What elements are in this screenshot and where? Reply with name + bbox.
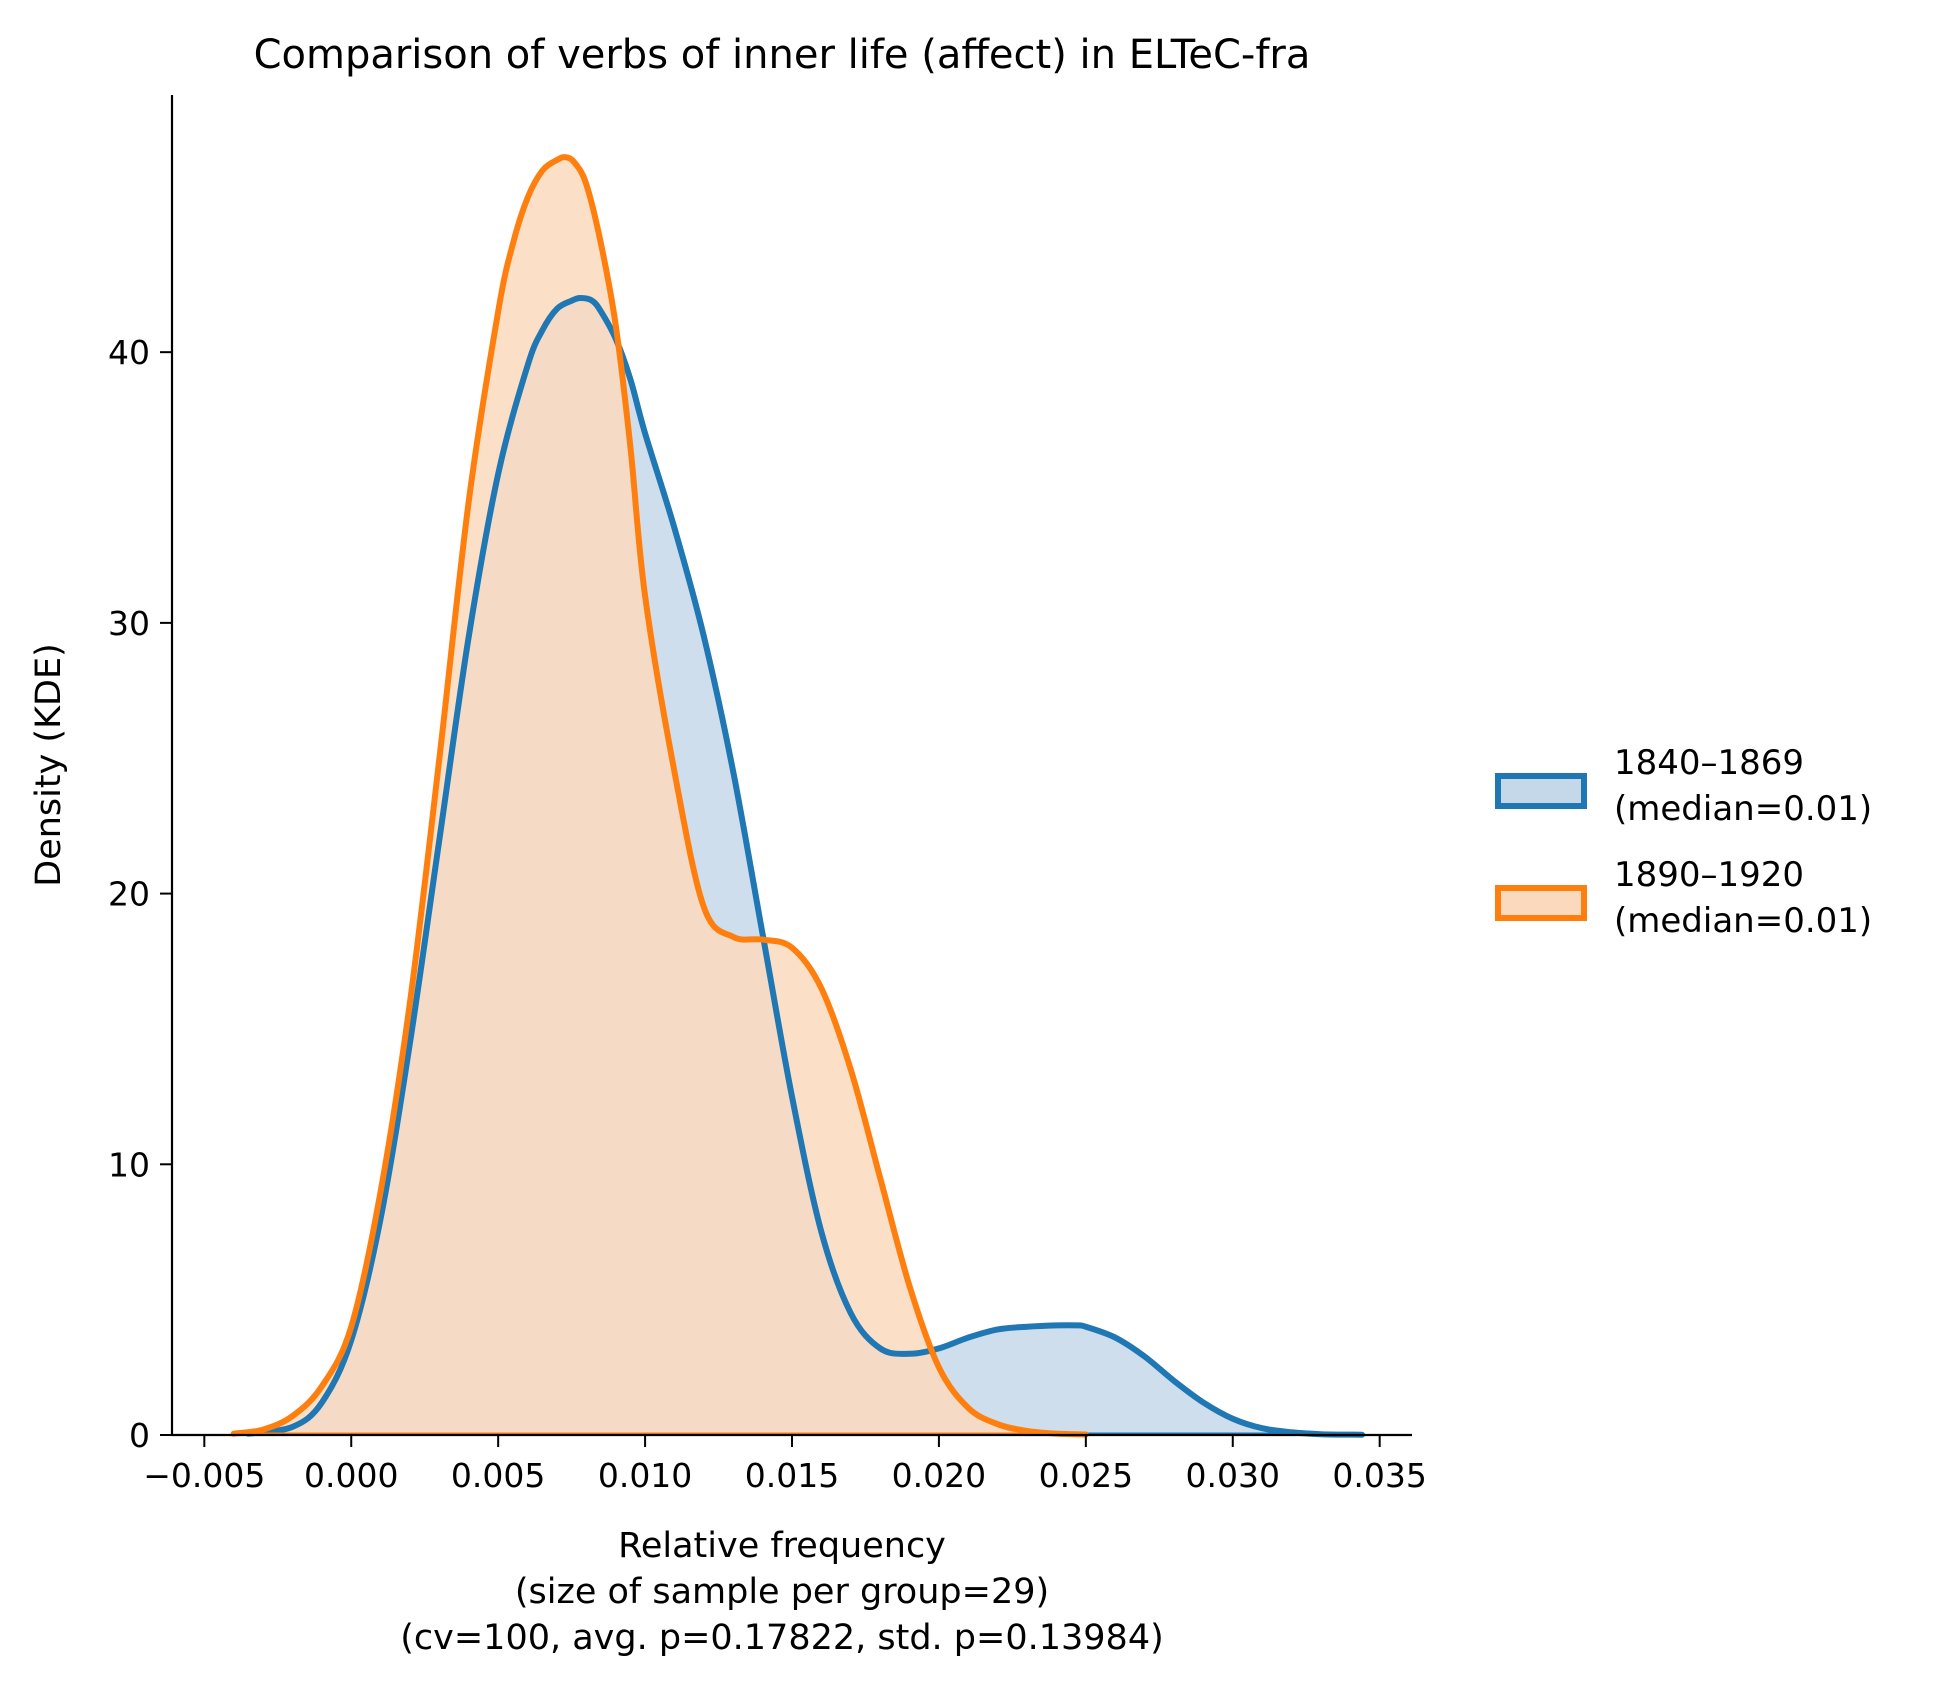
legend: 1840–1869 (median=0.01) 1890–1920 (median=0… — [1495, 743, 1872, 941]
x-tick-label: 0.035 — [1332, 1456, 1426, 1495]
x-tick-label: 0.030 — [1186, 1456, 1280, 1495]
y-tick-label: 10 — [108, 1145, 150, 1184]
x-tick-label: 0.015 — [745, 1456, 839, 1495]
x-tick-label: 0.000 — [304, 1456, 398, 1495]
x-tick-label: 0.025 — [1039, 1456, 1133, 1495]
x-tick-label: 0.010 — [598, 1456, 692, 1495]
legend-swatch-1 — [1495, 773, 1587, 809]
y-tick-label: 30 — [108, 604, 150, 643]
x-axis-label-line-3: (cv=100, avg. p=0.17822, std. p=0.13984) — [400, 1618, 1164, 1658]
legend-label-2-line-1: 1890–1920 — [1614, 855, 1804, 895]
x-axis-label-line-2: (size of sample per group=29) — [515, 1572, 1049, 1612]
y-tick-label: 0 — [129, 1416, 150, 1455]
x-tick-label: −0.005 — [143, 1456, 265, 1495]
plot-area — [230, 154, 1366, 1438]
series-2-density-fill — [233, 157, 1086, 1435]
y-tick-label: 20 — [108, 875, 150, 914]
chart-title: Comparison of verbs of inner life (affec… — [254, 32, 1311, 78]
y-tick-label: 40 — [108, 333, 150, 372]
legend-label-2-line-2: (median=0.01) — [1614, 901, 1872, 941]
y-axis-label: Density (KDE) — [29, 643, 69, 887]
x-tick-label: 0.020 — [892, 1456, 986, 1495]
x-axis-label-line-1: Relative frequency — [618, 1526, 946, 1566]
series-2-density-line — [230, 154, 1089, 1438]
x-ticks: −0.005 0.000 0.005 0.010 0.015 0.020 0.025 0.03… — [143, 1435, 1427, 1495]
legend-label-1-line-1: 1840–1869 — [1614, 743, 1804, 783]
x-tick-label: 0.005 — [451, 1456, 545, 1495]
legend-swatch-2 — [1495, 885, 1587, 921]
legend-label-1-line-2: (median=0.01) — [1614, 789, 1872, 829]
series-1-density-line — [245, 295, 1366, 1438]
y-ticks: 0 10 20 30 40 — [108, 333, 172, 1455]
